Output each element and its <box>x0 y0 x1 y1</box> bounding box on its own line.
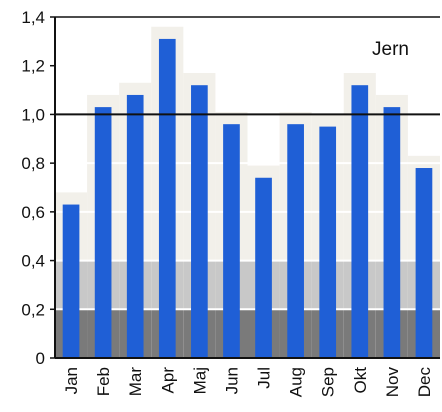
y-tick-label: 0 <box>36 349 45 368</box>
x-tick-label: Jun <box>222 367 241 394</box>
bar-mar <box>126 94 144 358</box>
bar-sep <box>319 126 337 358</box>
bar-jul <box>255 177 272 358</box>
x-tick-label: Feb <box>94 367 113 396</box>
x-tick-label: Aug <box>287 367 306 397</box>
series-annotation: Jern <box>372 39 409 60</box>
x-tick-label: Apr <box>158 367 177 394</box>
bars <box>62 38 433 359</box>
x-tick-label: Dec <box>415 367 434 398</box>
y-tick-label: 0,8 <box>21 154 45 173</box>
bar-maj <box>191 85 208 358</box>
y-tick-labels: 0 0,2 0,4 0,6 0,8 1,0 1,2 1,4 <box>21 8 45 368</box>
y-tick-label: 0,4 <box>21 252 45 271</box>
x-tick-label: Nov <box>383 367 402 398</box>
y-tick-label: 1,0 <box>21 105 45 124</box>
y-tick-label: 0,2 <box>21 300 45 319</box>
y-tick-label: 0,6 <box>21 203 45 222</box>
x-tick-label: Maj <box>190 367 209 394</box>
bar-jan <box>62 204 80 358</box>
bar-feb <box>94 107 112 358</box>
bar-jun <box>223 124 240 359</box>
bar-aug <box>287 124 304 359</box>
x-tick-labels: Jan Feb Mar Apr Maj Jun Jul Aug Sep Okt Nov Dec <box>62 367 434 398</box>
axes <box>50 16 440 359</box>
bar-okt <box>351 85 369 358</box>
x-tick-label: Sep <box>319 367 338 397</box>
x-tick-label: Mar <box>126 367 145 397</box>
bar-nov <box>383 107 401 358</box>
x-tick-label: Jan <box>62 367 81 394</box>
y-tick-label: 1,2 <box>21 57 45 76</box>
bar-dec <box>415 168 433 358</box>
x-tick-label: Okt <box>351 367 370 394</box>
x-tick-label: Jul <box>255 367 274 389</box>
bar-apr <box>158 38 176 359</box>
y-tick-label: 1,4 <box>21 8 45 27</box>
